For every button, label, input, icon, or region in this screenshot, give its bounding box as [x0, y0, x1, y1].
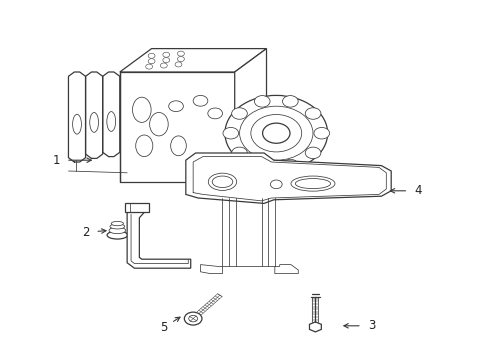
Ellipse shape	[135, 135, 153, 157]
Polygon shape	[124, 203, 149, 212]
Circle shape	[160, 63, 167, 68]
Circle shape	[270, 180, 282, 189]
Circle shape	[177, 57, 184, 62]
Ellipse shape	[212, 176, 232, 188]
Text: 1: 1	[52, 154, 60, 167]
Polygon shape	[224, 164, 327, 173]
Circle shape	[177, 51, 184, 56]
Ellipse shape	[170, 136, 186, 156]
Ellipse shape	[109, 227, 125, 234]
Circle shape	[207, 108, 222, 119]
Ellipse shape	[110, 224, 124, 229]
Ellipse shape	[107, 231, 127, 239]
Circle shape	[282, 96, 298, 107]
Text: 2: 2	[81, 226, 89, 239]
Ellipse shape	[111, 221, 123, 226]
Circle shape	[223, 127, 238, 139]
Ellipse shape	[290, 176, 334, 191]
Circle shape	[224, 95, 327, 171]
Text: 5: 5	[160, 321, 167, 334]
Circle shape	[250, 114, 301, 152]
Ellipse shape	[149, 112, 168, 136]
Polygon shape	[200, 265, 222, 274]
Circle shape	[262, 123, 289, 143]
Ellipse shape	[208, 173, 236, 190]
Ellipse shape	[73, 114, 81, 134]
Circle shape	[270, 173, 282, 181]
Polygon shape	[234, 49, 266, 182]
Polygon shape	[127, 212, 190, 268]
Ellipse shape	[132, 97, 151, 122]
Circle shape	[305, 147, 320, 159]
Circle shape	[231, 147, 247, 159]
Polygon shape	[185, 153, 390, 203]
Circle shape	[254, 159, 269, 171]
Circle shape	[184, 312, 202, 325]
Polygon shape	[120, 72, 234, 182]
Circle shape	[282, 159, 298, 171]
Circle shape	[175, 62, 182, 67]
Circle shape	[239, 106, 312, 160]
Circle shape	[188, 315, 197, 322]
Circle shape	[193, 95, 207, 106]
Circle shape	[145, 64, 152, 69]
Ellipse shape	[90, 112, 98, 132]
Circle shape	[254, 96, 269, 107]
Text: 4: 4	[413, 184, 421, 197]
Polygon shape	[274, 265, 298, 274]
Circle shape	[243, 150, 257, 161]
Polygon shape	[309, 322, 321, 332]
Polygon shape	[242, 173, 310, 182]
Circle shape	[163, 52, 169, 57]
Circle shape	[313, 127, 329, 139]
Circle shape	[148, 53, 155, 58]
Ellipse shape	[295, 179, 330, 189]
Circle shape	[305, 108, 320, 119]
Circle shape	[163, 58, 169, 63]
Circle shape	[168, 101, 183, 112]
Ellipse shape	[106, 112, 115, 131]
Circle shape	[148, 59, 155, 64]
Polygon shape	[120, 49, 266, 72]
Circle shape	[231, 108, 247, 119]
Text: 3: 3	[367, 319, 375, 332]
